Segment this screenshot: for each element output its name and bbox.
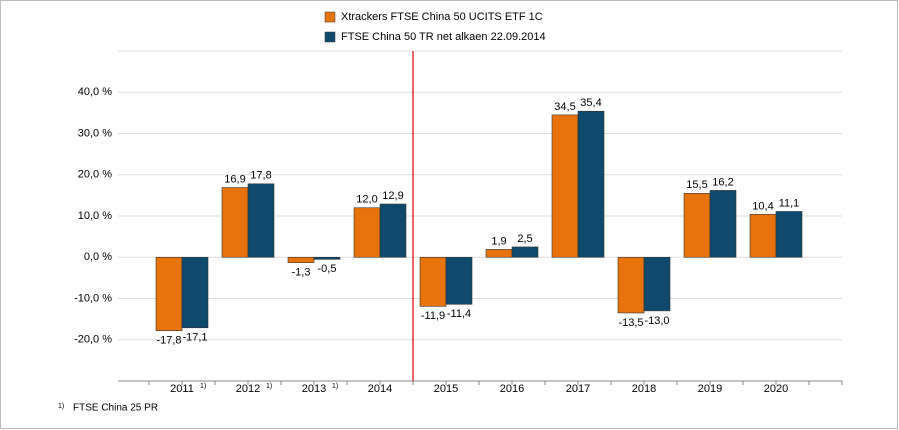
bar: [683, 193, 711, 258]
x-tick-label: 2017: [566, 383, 590, 395]
y-tick-label: 0,0 %: [84, 251, 112, 263]
y-tick-label: -20,0 %: [74, 334, 112, 346]
value-label: -11,4: [447, 308, 471, 320]
bar: [247, 183, 275, 258]
legend-swatch: [324, 31, 336, 43]
value-label: -13,0: [644, 315, 669, 327]
y-tick-label: 30,0 %: [78, 127, 112, 139]
category-note: 1): [332, 383, 338, 390]
value-label: 11,1: [779, 197, 800, 209]
x-tick-label: 2019: [698, 383, 722, 395]
y-tick-label: 40,0 %: [78, 86, 112, 98]
value-label: 15,5: [686, 179, 707, 191]
bar: [155, 256, 183, 331]
bar: [551, 114, 579, 258]
legend-label: Xtrackers FTSE China 50 UCITS ETF 1C: [341, 11, 543, 23]
value-label: 10,4: [752, 200, 773, 212]
legend-swatch: [324, 11, 336, 23]
value-label: 2,5: [517, 233, 532, 245]
bar: [353, 207, 381, 258]
bar: [577, 110, 605, 258]
bar: [709, 190, 737, 258]
x-tick-label: 2015: [434, 383, 458, 395]
y-tick-label: 20,0 %: [78, 169, 112, 181]
bar: [287, 256, 315, 263]
value-label: 1,9: [491, 235, 506, 247]
bar: [445, 256, 473, 305]
value-label: 17,8: [250, 170, 271, 182]
bar: [643, 256, 671, 312]
value-label: 35,4: [580, 97, 601, 109]
x-tick-label: 2013: [302, 383, 326, 395]
x-tick-label: 2020: [764, 383, 788, 395]
value-label: 16,2: [712, 176, 733, 188]
bar: [221, 187, 249, 258]
value-label: -1,3: [292, 267, 311, 279]
value-label: -13,5: [618, 317, 643, 329]
x-tick-label: 2012: [236, 383, 260, 395]
y-tick-label: -10,0 %: [74, 292, 112, 304]
footnote-marker: 1): [58, 403, 64, 410]
bar: [617, 256, 645, 314]
bar: [511, 246, 539, 258]
x-tick-label: 2016: [500, 383, 524, 395]
bar: [749, 214, 777, 258]
category-note: 1): [266, 383, 272, 390]
x-tick-label: 2014: [368, 383, 392, 395]
bar: [775, 211, 803, 258]
value-label: -17,1: [182, 332, 207, 344]
category-note: 1): [200, 383, 206, 390]
bar: [181, 256, 209, 329]
y-tick-label: 10,0 %: [78, 210, 112, 222]
value-label: 12,0: [356, 194, 377, 206]
value-label: 34,5: [554, 101, 575, 113]
x-tick-label: 2011: [170, 383, 194, 395]
bar: [379, 203, 407, 258]
value-label: 16,9: [224, 173, 245, 185]
value-label: -17,8: [156, 335, 181, 347]
value-label: -0,5: [318, 263, 337, 275]
bar: [419, 256, 447, 307]
bar: [485, 249, 513, 258]
footnote-text: FTSE China 25 PR: [73, 403, 158, 414]
value-label: 12,9: [382, 190, 403, 202]
bar: [313, 256, 341, 260]
x-tick-label: 2018: [632, 383, 656, 395]
legend-label: FTSE China 50 TR net alkaen 22.09.2014: [341, 31, 546, 43]
value-label: -11,9: [421, 310, 445, 322]
